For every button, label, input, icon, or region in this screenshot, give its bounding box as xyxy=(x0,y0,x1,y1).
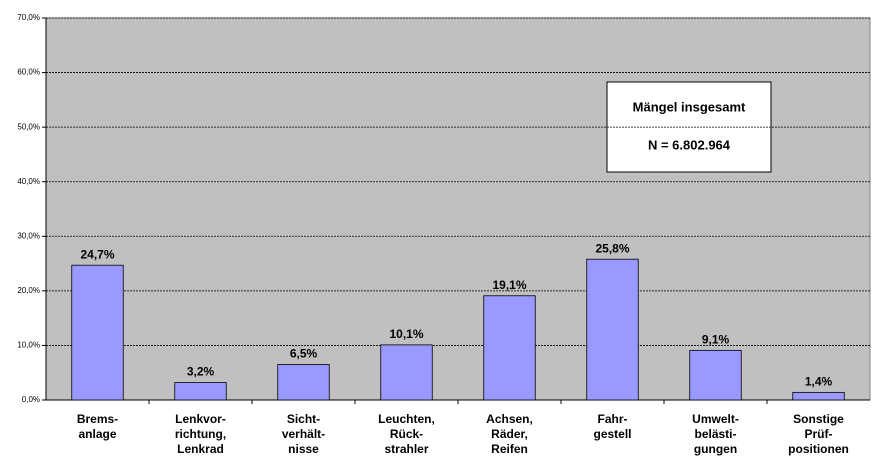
bar xyxy=(380,344,433,401)
bar xyxy=(689,349,742,401)
annotation-title: Mängel insgesamt xyxy=(633,99,746,114)
y-tick-label: 0,0% xyxy=(22,395,40,404)
x-tick-label: gungen xyxy=(694,442,737,456)
value-label: 3,2% xyxy=(187,365,215,379)
y-tick-label: 20,0% xyxy=(17,286,40,295)
plot-area xyxy=(45,17,871,401)
x-tick-label: Lenkvor- xyxy=(175,412,226,426)
value-label: 25,8% xyxy=(595,241,629,255)
bar xyxy=(277,364,330,401)
x-tick-label: richtung, xyxy=(175,427,226,441)
bar xyxy=(174,382,227,401)
x-tick-label: Fahr- xyxy=(598,412,628,426)
x-tick-label: Rück- xyxy=(390,427,423,441)
y-tick-label: 10,0% xyxy=(17,341,40,350)
value-label: 9,1% xyxy=(702,333,730,347)
bar xyxy=(483,295,536,401)
bar xyxy=(586,258,639,401)
x-tick-label: Brems- xyxy=(77,412,118,426)
x-tick-label: nisse xyxy=(288,442,319,456)
value-label: 1,4% xyxy=(805,375,833,389)
x-tick-label: Räder, xyxy=(491,427,528,441)
x-tick-label: strahler xyxy=(384,442,428,456)
y-tick-label: 50,0% xyxy=(17,122,40,131)
y-tick-label: 70,0% xyxy=(17,13,40,22)
annotation-text: N = 6.802.964 xyxy=(648,137,731,152)
x-tick-label: Sicht- xyxy=(287,412,320,426)
x-tick-label: verhält- xyxy=(282,427,325,441)
value-label: 6,5% xyxy=(290,347,318,361)
x-tick-label: belästi- xyxy=(694,427,736,441)
x-tick-label: Lenkrad xyxy=(177,442,224,456)
value-label: 24,7% xyxy=(80,247,114,261)
x-tick-label: Sonstige xyxy=(793,412,844,426)
x-tick-label: Reifen xyxy=(491,442,528,456)
value-label: 19,1% xyxy=(492,278,526,292)
y-tick-label: 30,0% xyxy=(17,231,40,240)
value-label: 10,1% xyxy=(389,327,423,341)
x-tick-label: anlage xyxy=(78,427,116,441)
x-tick-label: gestell xyxy=(593,427,631,441)
x-tick-label: Umwelt- xyxy=(692,412,739,426)
x-tick-label: Achsen, xyxy=(486,412,533,426)
bar xyxy=(792,391,845,401)
x-tick-label: Prüf- xyxy=(805,427,833,441)
x-tick-label: Leuchten, xyxy=(378,412,435,426)
y-tick-label: 40,0% xyxy=(17,177,40,186)
x-tick-label: positionen xyxy=(788,442,849,456)
y-tick-label: 60,0% xyxy=(17,68,40,77)
bar xyxy=(71,264,124,401)
